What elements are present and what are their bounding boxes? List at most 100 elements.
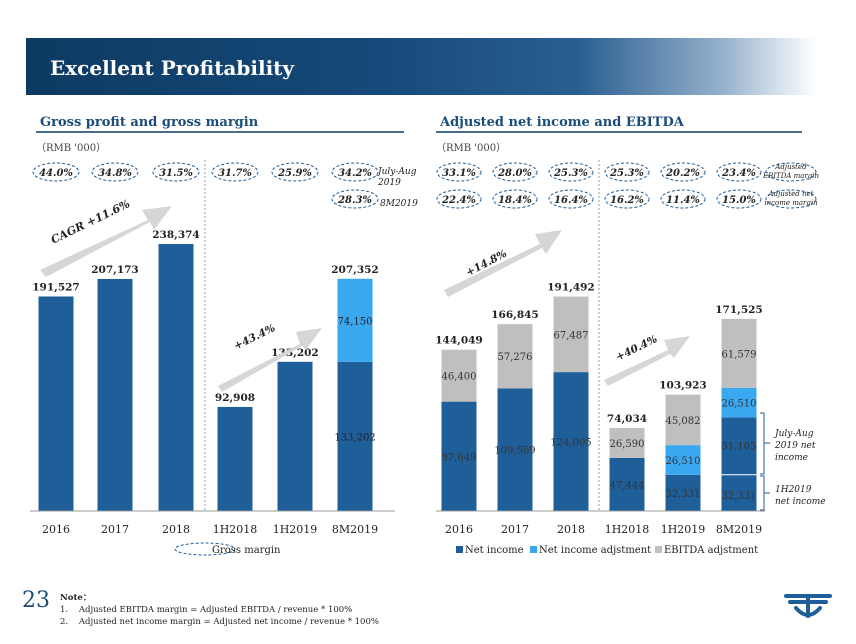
page-title: Excellent Profitability	[50, 56, 295, 80]
right-ni-margin-oval-2017	[492, 189, 538, 209]
right-ebitda-margin-1H2018: 25.3%	[609, 168, 644, 179]
left-bar-1H2019	[277, 361, 313, 511]
right-category-1H2018: 1H2018	[605, 523, 650, 536]
left-margin-2018: 31.5%	[159, 168, 193, 179]
right-ebitda-label-2018: 67,487	[554, 330, 589, 341]
right-ni-margin-oval-8M2019	[716, 189, 762, 209]
company-logo	[784, 594, 832, 618]
right-ni-margin-2017: 18.4%	[498, 195, 532, 206]
right-category-8M2019: 8M2019	[716, 523, 762, 536]
right-total-label-2017: 166,845	[491, 309, 539, 321]
right-ni-margin-1H2019: 11.4%	[666, 195, 700, 206]
right-category-2017: 2017	[501, 523, 529, 536]
right-ebitda-margin-2017: 28.0%	[497, 168, 532, 179]
right-bar-ni-1H2018	[609, 457, 645, 511]
right-ni-margin-1H2018: 16.2%	[610, 195, 644, 206]
right-ni-margin-2016: 22.4%	[441, 195, 476, 206]
right-bracket-1h-2: net income	[775, 497, 826, 507]
right-ni-margin-legend-1: Adjusted net	[768, 190, 814, 198]
right-ebitda-label-8M2019: 61,579	[722, 349, 757, 360]
right-ni-label-2017: 109,569	[494, 446, 535, 457]
right-adj-label-8M2019: 26,510	[722, 399, 757, 410]
left-margin-2017: 34.8%	[98, 168, 132, 179]
footnote-1: 1. Adjusted EBITDA margin = Adjusted EBI…	[60, 605, 353, 615]
right-ni-label-1H2018: 47,444	[610, 480, 645, 491]
left-category-2017: 2017	[101, 523, 129, 536]
left-category-2016: 2016	[42, 523, 70, 536]
right-ebitda-label-1H2018: 26,590	[610, 439, 645, 450]
right-ebitda-margin-oval-2018	[548, 162, 594, 182]
right-total-label-1H2019: 103,923	[659, 380, 707, 392]
right-bar-ni-8M2019	[721, 417, 757, 511]
left-section-divider	[36, 131, 404, 133]
left-bar-1H2018	[217, 406, 253, 511]
left-margin-oval-1H2019	[271, 162, 319, 182]
right-bar-ni-2017	[497, 388, 533, 511]
right-total-label-8M2019: 171,525	[715, 304, 763, 316]
right-ebitda-margin-2016: 33.1%	[442, 168, 476, 179]
left-margin-oval-2017	[91, 162, 139, 182]
left-total-label-1H2018: 92,908	[215, 392, 255, 404]
right-ni-margin-2018: 16.4%	[554, 195, 588, 206]
right-bracket-1h	[760, 475, 765, 511]
right-bar-ebitda-1H2018	[609, 428, 645, 458]
left-category-1H2018: 1H2018	[213, 523, 258, 536]
right-ebitda-margin-legend-oval	[765, 162, 817, 182]
left-note-jul-1: July-Aug	[376, 167, 417, 177]
right-ebitda-label-1H2019: 45,082	[666, 416, 701, 427]
right-ni-margin-legend-2: income margin	[764, 199, 818, 207]
right-bar-ni-1H2019	[665, 474, 701, 511]
left-bar-8M2019	[337, 361, 373, 511]
right-ni-margin-8M2019: 15.0%	[722, 195, 756, 206]
left-bar-inner-label-8M2019: 133,202	[334, 432, 375, 443]
right-adj-label-1H2019: 26,510	[666, 456, 701, 467]
right-growth-arrow-2	[604, 336, 690, 386]
right-section-title: Adjusted net income and EBITDA	[440, 115, 684, 130]
right-ebitda-margin-oval-1H2018	[604, 162, 650, 182]
right-ni-label-8M2019: 32,331	[722, 491, 757, 502]
right-ni-jul-aug-label: 51,105	[722, 442, 757, 453]
left-margin-8M2019: 34.2%	[338, 168, 372, 179]
left-total-label-8M2019: 207,352	[331, 264, 379, 276]
left-growth-arrow	[218, 328, 322, 392]
right-section-divider	[436, 131, 802, 133]
right-bracket-1h-1: 1H2019	[775, 485, 812, 495]
title-banner: Excellent Profitability	[26, 38, 816, 95]
footnotes: Note： 1. Adjusted EBITDA margin = Adjust…	[60, 592, 379, 628]
left-margin-1H2018: 31.7%	[218, 168, 252, 179]
left-unit: （RMB '000）	[36, 143, 107, 154]
right-ni-margin-oval-1H2018	[604, 189, 650, 209]
right-total-label-2016: 144,049	[435, 335, 483, 347]
right-bar-ebitda-2016	[441, 349, 477, 402]
left-bar-2017	[97, 278, 133, 511]
right-legend-label-0: Net income	[465, 545, 524, 556]
right-total-label-2018: 191,492	[547, 282, 595, 294]
right-ebitda-margin-oval-1H2019	[660, 162, 706, 182]
left-note-8m: 8M2019	[380, 199, 418, 209]
left-total-label-2018: 238,374	[152, 229, 200, 241]
left-margin-2016: 44.0%	[39, 168, 73, 179]
right-ni-margin-legend-oval	[765, 189, 817, 209]
right-ni-label-1H2019: 32,331	[666, 489, 701, 500]
left-section-title: Gross profit and gross margin	[40, 115, 259, 130]
right-ebitda-label-2016: 46,400	[442, 372, 477, 383]
left-total-label-2017: 207,173	[91, 264, 139, 276]
left-category-2018: 2018	[162, 523, 190, 536]
right-bar-ni-2018	[553, 372, 589, 511]
left-margin-8m: 28.3%	[337, 195, 372, 206]
right-bar-ni-2016	[441, 401, 477, 511]
right-bar-adj-8M2019	[721, 387, 757, 418]
right-ebitda-margin-2018: 25.3%	[553, 168, 588, 179]
right-legend-label-2: EBITDA adjstment	[664, 545, 758, 556]
left-total-label-2016: 191,527	[32, 281, 80, 293]
right-ebitda-margin-legend-2: EBITDA margin	[762, 172, 819, 180]
left-cagr-label: CAGR +11.6%	[49, 197, 132, 246]
left-legend-oval	[174, 542, 236, 556]
right-bar-ebitda-2018	[553, 296, 589, 373]
right-total-label-1H2018: 74,034	[607, 413, 647, 425]
left-bar-adj-8M2019	[337, 278, 373, 362]
right-ni-label-2018: 124,005	[550, 438, 591, 449]
footnote-heading: Note：	[60, 593, 92, 603]
left-category-8M2019: 8M2019	[332, 523, 378, 536]
right-bracket-jul-1: July-Aug	[773, 429, 814, 439]
